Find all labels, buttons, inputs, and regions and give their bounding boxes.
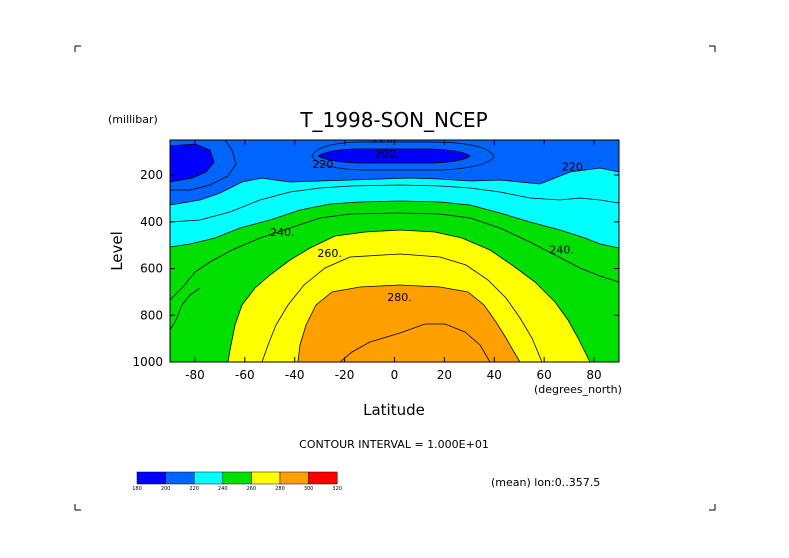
region-180-center	[318, 149, 470, 163]
colorbar-tick-label: 200	[161, 486, 171, 492]
contour-label: 200.	[375, 148, 400, 161]
contour-230	[170, 184, 619, 223]
x-tick-label: 20	[437, 368, 452, 382]
colorbar-swatch	[279, 471, 309, 485]
contour-280	[297, 284, 521, 362]
contour-label: 240.	[549, 243, 574, 256]
contour-lines	[170, 140, 619, 362]
contour-label: 220.	[372, 132, 397, 145]
contour-260	[227, 229, 591, 362]
y-tick-label: 1000	[132, 355, 163, 369]
contour-label: 220.	[312, 158, 337, 171]
region-280	[298, 285, 520, 362]
region-180-left	[170, 144, 214, 182]
colorbar-swatch	[165, 471, 195, 485]
x-tick-label: 40	[487, 368, 502, 382]
colorbar-tick-label: 180	[132, 486, 142, 492]
colorbar-swatch	[251, 471, 281, 485]
x-tick-label: -20	[335, 368, 355, 382]
contour-220	[170, 167, 619, 206]
colorbar-tick-label: 220	[189, 486, 199, 492]
contour-label: 240.	[270, 226, 295, 239]
x-tick-label: 60	[537, 368, 552, 382]
plot-area: 220. 200. 220. 220. 240. 240. 260. 280.	[169, 132, 620, 363]
colorbar-tick-label: 260	[247, 486, 257, 492]
contour-210-left	[170, 140, 237, 191]
contour-labels: 220. 200. 220. 220. 240. 240. 260. 280.	[270, 132, 587, 304]
x-tick-label: -60	[235, 368, 255, 382]
contour-270	[261, 253, 543, 362]
contour-label: 280.	[387, 291, 412, 304]
x-tick-label: 80	[586, 368, 601, 382]
x-units: (degrees_north)	[534, 383, 622, 396]
contour-250	[170, 212, 619, 301]
colorbar-tick-label: 240	[218, 486, 228, 492]
contour-210-center	[311, 141, 495, 171]
y-tick-label: 800	[140, 308, 163, 322]
y-tick-label: 600	[140, 262, 163, 276]
colorbar-swatch	[136, 471, 166, 485]
colorbar-tick-label: 300	[304, 486, 314, 492]
x-axis-label: Latitude	[363, 401, 425, 419]
contour-240	[170, 200, 619, 249]
crop-marks	[74, 45, 716, 511]
region-200	[170, 140, 619, 205]
colorbar: 180 200 220 240 260 280 300 320	[132, 471, 342, 492]
colorbar-tick-label: 280	[275, 486, 285, 492]
contour-label: 220.	[562, 160, 587, 173]
y-units: (millibar)	[108, 113, 158, 126]
x-tick-label: -80	[185, 368, 205, 382]
colorbar-swatch	[308, 471, 338, 485]
colorbar-tick-label: 320	[332, 486, 342, 492]
y-tick-label: 200	[140, 168, 163, 182]
contour-interval-text: CONTOUR INTERVAL = 1.000E+01	[299, 438, 489, 451]
y-axis: 200 400 600 800 1000	[132, 168, 619, 369]
colorbar-swatch	[222, 471, 252, 485]
contour-250-left	[170, 287, 201, 331]
chart-title: T_1998-SON_NCEP	[299, 108, 487, 132]
contour-label: 260.	[317, 247, 342, 260]
x-axis: -80 -60 -40 -20 0 20 40 60 80	[185, 140, 602, 382]
y-axis-label: Level	[108, 231, 126, 271]
mean-text: (mean) lon:0..357.5	[491, 476, 600, 489]
contour-200-center	[317, 148, 471, 164]
x-tick-label: -40	[285, 368, 305, 382]
contour-290	[339, 323, 491, 362]
y-tick-label: 400	[140, 215, 163, 229]
colorbar-swatch	[193, 471, 224, 485]
x-tick-label: 0	[391, 368, 399, 382]
